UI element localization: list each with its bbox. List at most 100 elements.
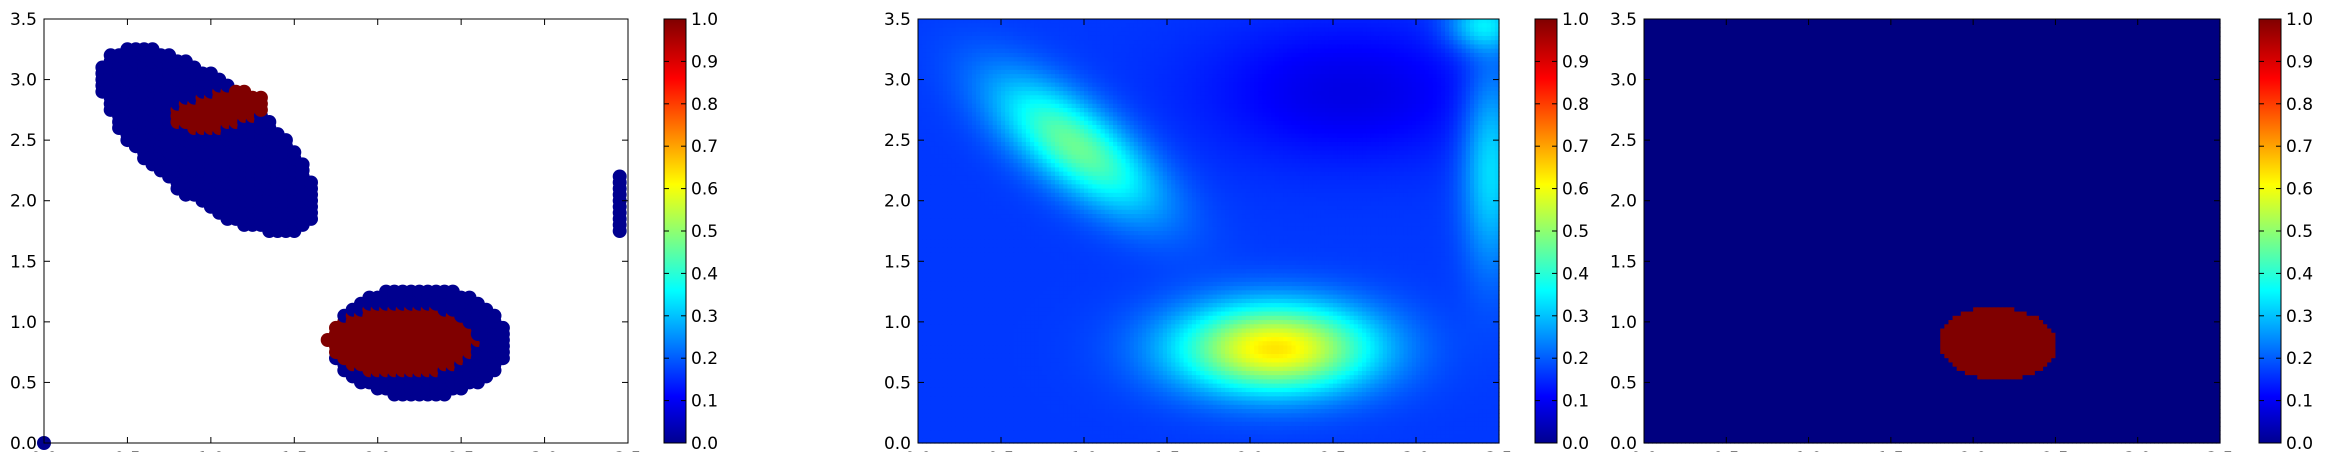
heatmap-cell (971, 86, 977, 92)
heatmap-cell (1162, 69, 1168, 75)
heatmap-cell (1465, 125, 1471, 130)
heatmap-cell (1212, 133, 1218, 139)
heatmap-cell (1088, 31, 1093, 37)
heatmap-cell (1366, 99, 1371, 105)
heatmap-cell (1349, 19, 1355, 24)
heatmap-cell (1333, 103, 1338, 109)
heatmap-cell (1407, 52, 1413, 58)
heatmap-cell (1050, 61, 1056, 67)
heatmap-cell (1258, 44, 1264, 50)
heatmap-cell (1154, 69, 1160, 75)
heatmap-cell (992, 129, 998, 135)
heatmap-cell (1424, 91, 1430, 96)
heatmap-cell (976, 61, 981, 67)
heatmap-cell (1150, 78, 1156, 84)
heatmap-cell (1478, 61, 1483, 67)
heatmap-cell (1283, 86, 1288, 92)
heatmap-cell (1250, 116, 1255, 122)
heatmap-cell (1001, 27, 1006, 33)
heatmap-cell (942, 31, 948, 37)
heatmap-cell (1100, 78, 1106, 84)
heatmap-cell (1092, 52, 1098, 58)
heatmap-cell (1324, 129, 1330, 135)
heatmap-cell (1341, 52, 1347, 58)
heatmap-cell (1030, 40, 1035, 46)
heatmap-cell (1420, 61, 1425, 67)
heatmap-cell (1482, 44, 1488, 50)
heatmap-cell (1187, 137, 1193, 143)
heatmap-cell (1436, 82, 1442, 88)
heatmap-cell (955, 19, 961, 24)
heatmap-cell (1129, 125, 1135, 130)
heatmap-cell (1225, 40, 1230, 46)
heatmap-cell (1187, 57, 1193, 62)
heatmap-cell (1465, 99, 1471, 105)
heatmap-cell (1067, 65, 1073, 71)
heatmap-cell (1204, 112, 1210, 118)
heatmap-cell (1030, 133, 1035, 139)
heatmap-cell (1179, 48, 1185, 54)
heatmap-cell (1125, 31, 1131, 37)
heatmap-cell (988, 99, 994, 105)
heatmap-cell (947, 108, 952, 113)
heatmap-cell (922, 116, 927, 122)
heatmap-cell (1146, 91, 1151, 96)
heatmap-cell (1001, 82, 1006, 88)
heatmap-cell (1490, 27, 1496, 33)
heatmap-cell (1262, 112, 1268, 118)
heatmap-cell (1357, 91, 1363, 96)
heatmap-cell (1187, 95, 1193, 101)
heatmap-cell (1042, 61, 1048, 67)
heatmap-cell (955, 27, 961, 33)
heatmap-cell (1324, 48, 1330, 54)
heatmap-cell (1187, 125, 1193, 130)
heatmap-cell (1092, 112, 1098, 118)
heatmap-cell (1324, 86, 1330, 92)
heatmap-cell (942, 86, 948, 92)
heatmap-cell (1320, 65, 1326, 71)
heatmap-cell (1250, 23, 1255, 29)
heatmap-cell (1303, 27, 1309, 33)
heatmap-cell (1225, 129, 1230, 135)
heatmap-cell (1299, 35, 1305, 41)
heatmap-cell (1013, 48, 1019, 54)
heatmap-cell (1353, 48, 1359, 54)
heatmap-cell (918, 19, 923, 24)
heatmap-cell (1133, 99, 1139, 105)
heatmap-cell (1482, 40, 1488, 46)
heatmap-cell (1370, 31, 1376, 37)
heatmap-cell (1075, 112, 1081, 118)
heatmap-cell (1357, 74, 1363, 79)
heatmap-cell (1320, 57, 1326, 62)
heatmap-cell (1440, 120, 1446, 126)
heatmap-cell (1084, 125, 1089, 130)
heatmap-cell (1013, 125, 1019, 130)
heatmap-cell (1378, 44, 1384, 50)
heatmap-cell (1005, 19, 1010, 24)
heatmap-cell (1378, 120, 1384, 126)
heatmap-cell (1005, 44, 1010, 50)
heatmap-cell (984, 91, 990, 96)
heatmap-cell (1382, 137, 1388, 143)
heatmap-cell (1266, 57, 1272, 62)
heatmap-cell (1034, 52, 1039, 58)
heatmap-cell (1208, 65, 1214, 71)
heatmap-cell (934, 78, 940, 84)
heatmap-cell (1191, 95, 1197, 101)
heatmap-cell (1225, 125, 1230, 130)
heatmap-cell (1071, 35, 1077, 41)
heatmap-cell (1333, 137, 1338, 143)
heatmap-cell (1333, 35, 1338, 41)
heatmap-cell (1391, 31, 1396, 37)
heatmap-cell (980, 108, 985, 113)
heatmap-cell (1274, 82, 1280, 88)
heatmap-cell (955, 57, 961, 62)
heatmap-cell (1461, 137, 1467, 143)
heatmap-cell (934, 23, 940, 29)
heatmap-cell (1183, 82, 1189, 88)
heatmap-cell (918, 35, 923, 41)
heatmap-cell (1391, 116, 1396, 122)
heatmap-cell (1096, 120, 1102, 126)
heatmap-cell (1042, 23, 1048, 29)
heatmap-cell (1333, 99, 1338, 105)
